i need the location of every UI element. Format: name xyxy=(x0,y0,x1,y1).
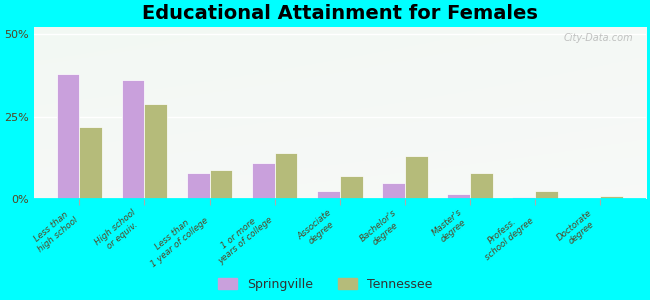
Bar xyxy=(340,176,363,200)
Bar xyxy=(187,173,209,200)
Bar xyxy=(382,183,405,200)
Title: Educational Attainment for Females: Educational Attainment for Females xyxy=(142,4,538,23)
Bar xyxy=(209,170,232,200)
Bar xyxy=(600,196,623,200)
Bar xyxy=(79,127,102,200)
Bar xyxy=(275,153,298,200)
Bar xyxy=(512,197,535,200)
Legend: Springville, Tennessee: Springville, Tennessee xyxy=(218,278,432,291)
Text: City-Data.com: City-Data.com xyxy=(564,33,634,43)
Bar xyxy=(470,173,493,200)
Bar xyxy=(122,80,144,200)
Bar xyxy=(447,194,470,200)
Bar xyxy=(405,157,428,200)
Bar xyxy=(57,74,79,200)
Bar xyxy=(252,163,275,200)
Bar xyxy=(535,191,558,200)
Bar xyxy=(144,103,167,200)
Bar xyxy=(577,198,600,200)
Bar xyxy=(317,191,340,200)
